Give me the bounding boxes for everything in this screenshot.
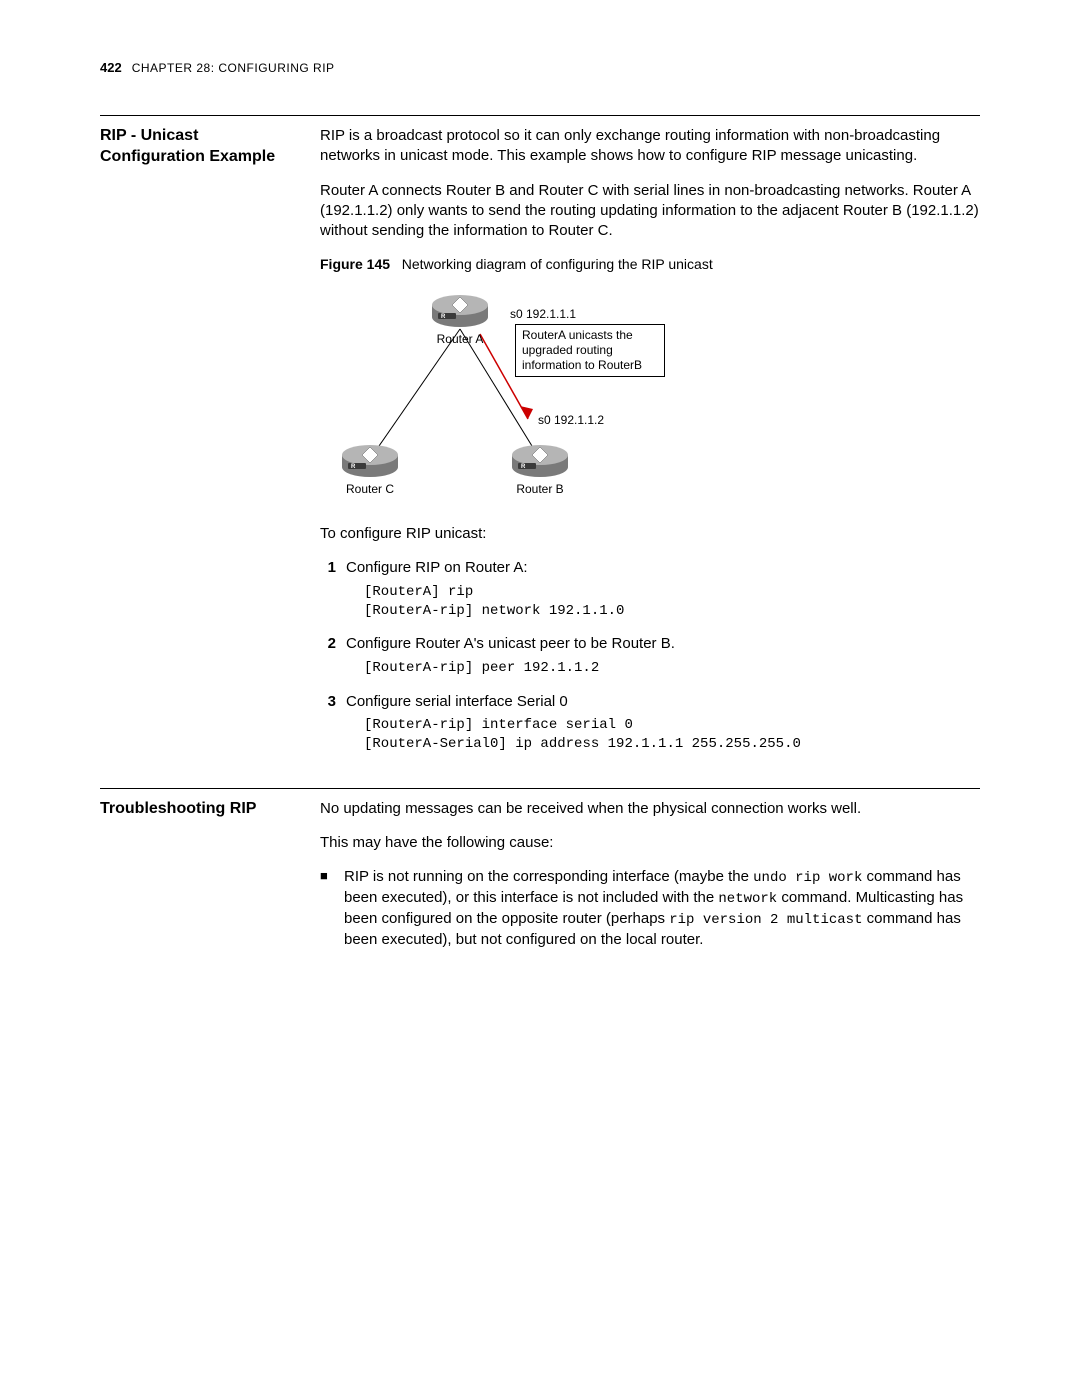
router-label: Router C bbox=[335, 481, 405, 497]
step-text: Configure Router A's unicast peer to be … bbox=[346, 635, 675, 652]
bullet-text: RIP is not running on the corresponding … bbox=[344, 867, 980, 950]
step-number: 3 bbox=[320, 692, 336, 764]
interface-label: s0 192.1.1.2 bbox=[538, 412, 604, 428]
chapter-title: CHAPTER 28: CONFIGURING RIP bbox=[132, 61, 335, 75]
svg-text:R: R bbox=[351, 464, 356, 470]
section-content: RIP is a broadcast protocol so it can on… bbox=[320, 126, 980, 768]
step-item: 2 Configure Router A's unicast peer to b… bbox=[320, 634, 980, 687]
page: 422 CHAPTER 28: CONFIGURING RIP RIP - Un… bbox=[0, 0, 1080, 1030]
steps-intro: To configure RIP unicast: bbox=[320, 524, 980, 544]
section-title: RIP - Unicast Configuration Example bbox=[100, 126, 290, 768]
router-label: Router A bbox=[425, 331, 495, 347]
router-label: Router B bbox=[505, 481, 575, 497]
step-text: Configure RIP on Router A: bbox=[346, 559, 528, 576]
step-number: 2 bbox=[320, 634, 336, 687]
step-body: Configure Router A's unicast peer to be … bbox=[346, 634, 980, 687]
svg-text:R: R bbox=[521, 464, 526, 470]
section-rip-unicast: RIP - Unicast Configuration Example RIP … bbox=[100, 126, 980, 768]
router-icon: R bbox=[510, 439, 570, 479]
figure-caption-text: Networking diagram of configuring the RI… bbox=[402, 256, 713, 272]
code-block: [RouterA-rip] peer 192.1.1.2 bbox=[364, 659, 980, 678]
page-number: 422 bbox=[100, 60, 122, 75]
section-title: Troubleshooting RIP bbox=[100, 799, 290, 950]
router-a: R Router A bbox=[425, 289, 495, 347]
bullet-item: ■ RIP is not running on the correspondin… bbox=[320, 867, 980, 950]
router-icon: R bbox=[430, 289, 490, 329]
section-rule bbox=[100, 788, 980, 789]
paragraph: No updating messages can be received whe… bbox=[320, 799, 980, 819]
router-b: R Router B bbox=[505, 439, 575, 497]
svg-text:R: R bbox=[441, 314, 446, 320]
interface-label: s0 192.1.1.1 bbox=[510, 306, 576, 322]
code-block: [RouterA] rip [RouterA-rip] network 192.… bbox=[364, 583, 980, 621]
inline-code: undo rip work bbox=[753, 870, 862, 886]
code-block: [RouterA-rip] interface serial 0 [Router… bbox=[364, 716, 980, 754]
step-item: 1 Configure RIP on Router A: [RouterA] r… bbox=[320, 558, 980, 630]
router-c: R Router C bbox=[335, 439, 405, 497]
figure-caption: Figure 145 Networking diagram of configu… bbox=[320, 255, 980, 274]
paragraph: Router A connects Router B and Router C … bbox=[320, 181, 980, 242]
bullet-marker: ■ bbox=[320, 867, 334, 950]
steps-list: 1 Configure RIP on Router A: [RouterA] r… bbox=[320, 558, 980, 763]
figure-number: Figure 145 bbox=[320, 256, 390, 272]
diagram-note: RouterA unicasts the upgraded routing in… bbox=[515, 324, 665, 377]
step-item: 3 Configure serial interface Serial 0 [R… bbox=[320, 692, 980, 764]
paragraph: RIP is a broadcast protocol so it can on… bbox=[320, 126, 980, 167]
page-header: 422 CHAPTER 28: CONFIGURING RIP bbox=[100, 60, 980, 75]
router-icon: R bbox=[340, 439, 400, 479]
step-body: Configure RIP on Router A: [RouterA] rip… bbox=[346, 558, 980, 630]
paragraph: This may have the following cause: bbox=[320, 833, 980, 853]
section-troubleshooting: Troubleshooting RIP No updating messages… bbox=[100, 799, 980, 950]
network-diagram: R Router A R Router C bbox=[320, 284, 720, 504]
inline-code: network bbox=[718, 891, 777, 907]
step-number: 1 bbox=[320, 558, 336, 630]
step-text: Configure serial interface Serial 0 bbox=[346, 693, 568, 710]
section-rule bbox=[100, 115, 980, 116]
inline-code: rip version 2 multicast bbox=[669, 912, 862, 928]
step-body: Configure serial interface Serial 0 [Rou… bbox=[346, 692, 980, 764]
section-content: No updating messages can be received whe… bbox=[320, 799, 980, 950]
